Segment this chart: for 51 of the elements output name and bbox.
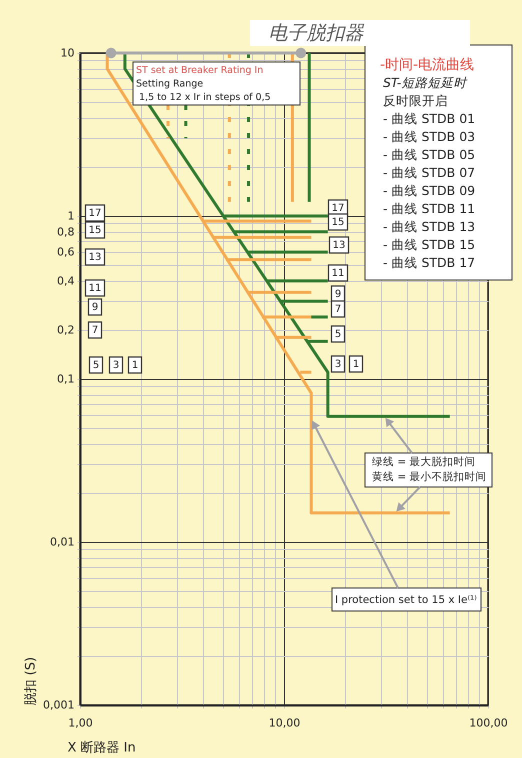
annotation: - 曲线 STDB 03 (383, 129, 476, 144)
annotation: - 曲线 STDB 05 (383, 147, 476, 162)
chart-title: 电子脱扣器 (268, 22, 364, 44)
y-tick-label: 10 (60, 46, 74, 60)
annotation: 绿线 = 最大脱扣时间 (372, 455, 476, 468)
y-tick-label: 0,4 (57, 274, 74, 288)
y-tick-label: 1 (68, 210, 74, 222)
annotation: 3 (334, 359, 342, 370)
annotation: 1 (132, 360, 138, 371)
x-tick-label: 1,00 (68, 716, 93, 730)
annotation: 17 (88, 208, 102, 219)
annotation: I protection set to 15 x Ie⁽¹⁾ (335, 594, 478, 606)
annotation: 1 (352, 359, 360, 370)
annotation: 15 (332, 217, 344, 228)
annotation: Setting Range (136, 78, 204, 90)
annotation: 9 (92, 302, 98, 313)
y-axis-title: 脱扣 (S) (24, 656, 38, 706)
annotation: 11 (88, 283, 102, 294)
annotation: - 曲线 STDB 09 (383, 183, 476, 198)
annotation: - 曲线 STDB 17 (383, 255, 476, 270)
x-tick-label: 10,00 (268, 716, 300, 730)
annotation: 11 (332, 268, 344, 279)
y-tick-label: 0,8 (57, 225, 74, 238)
annotation: - 曲线 STDB 07 (383, 165, 476, 180)
annotation: - 曲线 STDB 13 (383, 219, 476, 234)
annotation: 17 (332, 203, 344, 214)
annotation: 1,5 to 12 x Ir in steps of 0,5 (139, 92, 271, 103)
annotation: - 曲线 STDB 11 (383, 201, 476, 216)
y-tick-label: 0,6 (57, 246, 74, 259)
annotation: ST set at Breaker Rating In (136, 65, 264, 76)
annotation: 13 (332, 240, 346, 251)
annotation: 5 (334, 329, 342, 340)
annotation: - 曲线 STDB 15 (383, 237, 476, 252)
annotation: ST-短路短延时 (383, 75, 468, 90)
annotation: 13 (88, 252, 102, 263)
annotation: 反时限开启 (383, 93, 448, 108)
y-tick-label: 0,1 (57, 372, 74, 386)
annotation: - 曲线 STDB 01 (383, 111, 476, 126)
annotation: 5 (92, 360, 100, 371)
annotation: 黄线 = 最小不脱扣时间 (372, 470, 486, 483)
y-tick-label: 0,001 (43, 698, 74, 712)
x-axis-title: X 断路器 In (68, 740, 136, 756)
x-tick-label: 100,00 (469, 716, 508, 730)
y-tick-label: 0,2 (57, 323, 74, 336)
annotation: 3 (112, 360, 120, 371)
annotation: -时间-电流曲线 (380, 57, 474, 73)
annotation: 7 (334, 304, 342, 315)
annotation: 7 (92, 325, 98, 336)
y-tick-label: 0,01 (50, 536, 74, 548)
annotation: 15 (88, 225, 102, 236)
annotation: 9 (334, 289, 342, 300)
